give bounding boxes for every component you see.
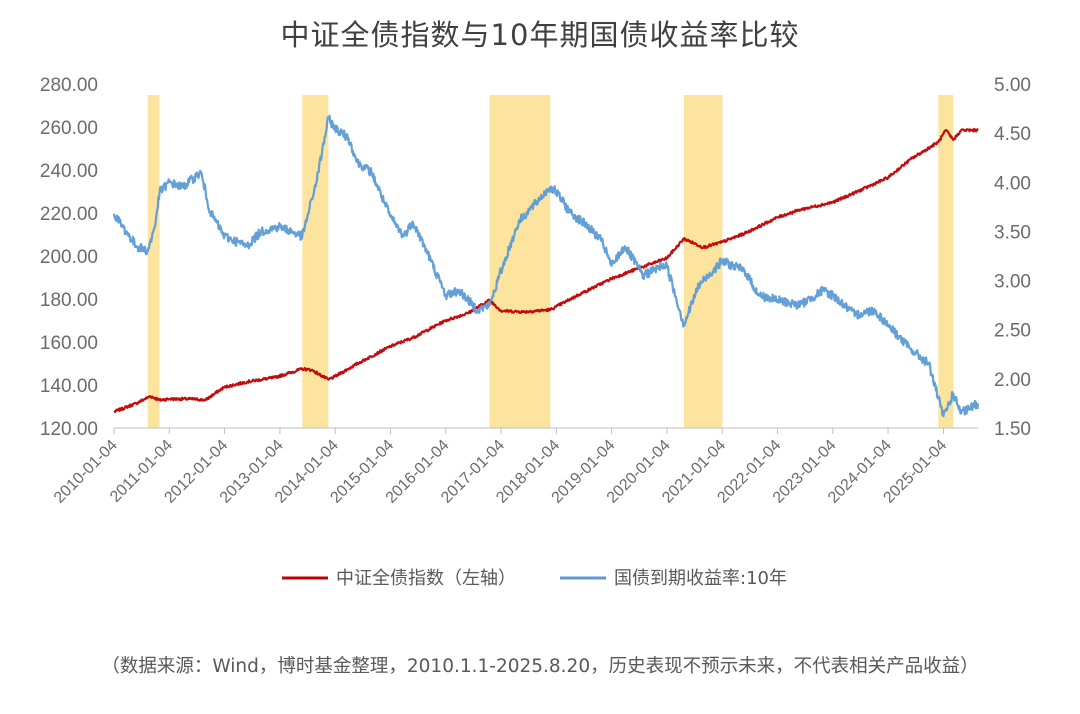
y-right-tick-label: 1.50 (994, 419, 1031, 440)
y-right-tick-label: 5.00 (994, 75, 1031, 96)
legend-label: 国债到期收益率:10年 (614, 568, 787, 589)
chart-title: 中证全债指数与10年期国债收益率比较 (280, 18, 800, 52)
y-right-tick-label: 3.00 (994, 272, 1031, 293)
y-right-tick-label: 2.50 (994, 321, 1031, 342)
highlight-band-4 (683, 95, 723, 428)
legend-label: 中证全债指数（左轴） (336, 568, 516, 589)
line-chart: 120.00 140.00 160.00 180.00 200.00 220.00 240.… (40, 75, 1031, 589)
y-left-tick-label: 180.00 (40, 290, 98, 311)
y-right-tick-label: 2.00 (994, 370, 1031, 391)
y-left-tick-label: 140.00 (40, 376, 98, 397)
y-left-tick-label: 240.00 (40, 161, 98, 182)
y-left-tick-label: 280.00 (40, 75, 98, 96)
highlight-band-5 (938, 95, 954, 428)
series-lines (112, 114, 980, 418)
highlight-band-1 (147, 95, 160, 428)
bond-index-line (113, 127, 979, 413)
y-left-tick-label: 260.00 (40, 118, 98, 139)
y-right-tick-label: 3.50 (994, 222, 1031, 243)
highlight-band-3 (489, 95, 551, 428)
y-left-tick-label: 160.00 (40, 333, 98, 354)
chart-legend: 中证全债指数（左轴） 国债到期收益率:10年 (282, 568, 787, 589)
y-left-tick-label: 220.00 (40, 204, 98, 225)
treasury-yield-line (112, 114, 980, 418)
y-left-tick-label: 120.00 (40, 419, 98, 440)
y-left-tick-label: 200.00 (40, 247, 98, 268)
y-right-tick-label: 4.50 (994, 124, 1031, 145)
y-right-tick-label: 4.00 (994, 173, 1031, 194)
source-footnote: （数据来源：Wind，博时基金整理，2010.1.1-2025.8.20，历史表… (101, 656, 979, 677)
